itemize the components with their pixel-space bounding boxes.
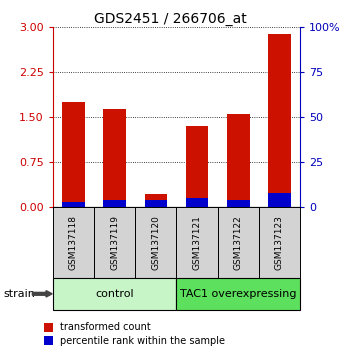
Text: transformed count: transformed count <box>60 322 150 332</box>
Bar <box>62 202 85 207</box>
Text: GSM137118: GSM137118 <box>69 215 78 270</box>
Text: control: control <box>95 289 134 299</box>
Bar <box>186 126 208 207</box>
Bar <box>145 200 167 207</box>
Bar <box>103 109 126 207</box>
Text: percentile rank within the sample: percentile rank within the sample <box>60 336 225 346</box>
Bar <box>62 102 85 207</box>
Text: GSM137121: GSM137121 <box>193 215 202 270</box>
Bar <box>145 194 167 207</box>
Text: GSM137120: GSM137120 <box>151 215 160 270</box>
Bar <box>103 200 126 207</box>
Bar <box>268 34 291 207</box>
Text: GSM137123: GSM137123 <box>275 215 284 270</box>
Text: GSM137122: GSM137122 <box>234 215 243 270</box>
Bar <box>268 193 291 207</box>
Text: strain: strain <box>3 289 35 299</box>
Text: GSM137119: GSM137119 <box>110 215 119 270</box>
Bar <box>186 198 208 207</box>
Bar <box>227 200 250 207</box>
Bar <box>227 114 250 207</box>
Text: TAC1 overexpressing: TAC1 overexpressing <box>180 289 297 299</box>
Text: GDS2451 / 266706_at: GDS2451 / 266706_at <box>94 12 247 27</box>
